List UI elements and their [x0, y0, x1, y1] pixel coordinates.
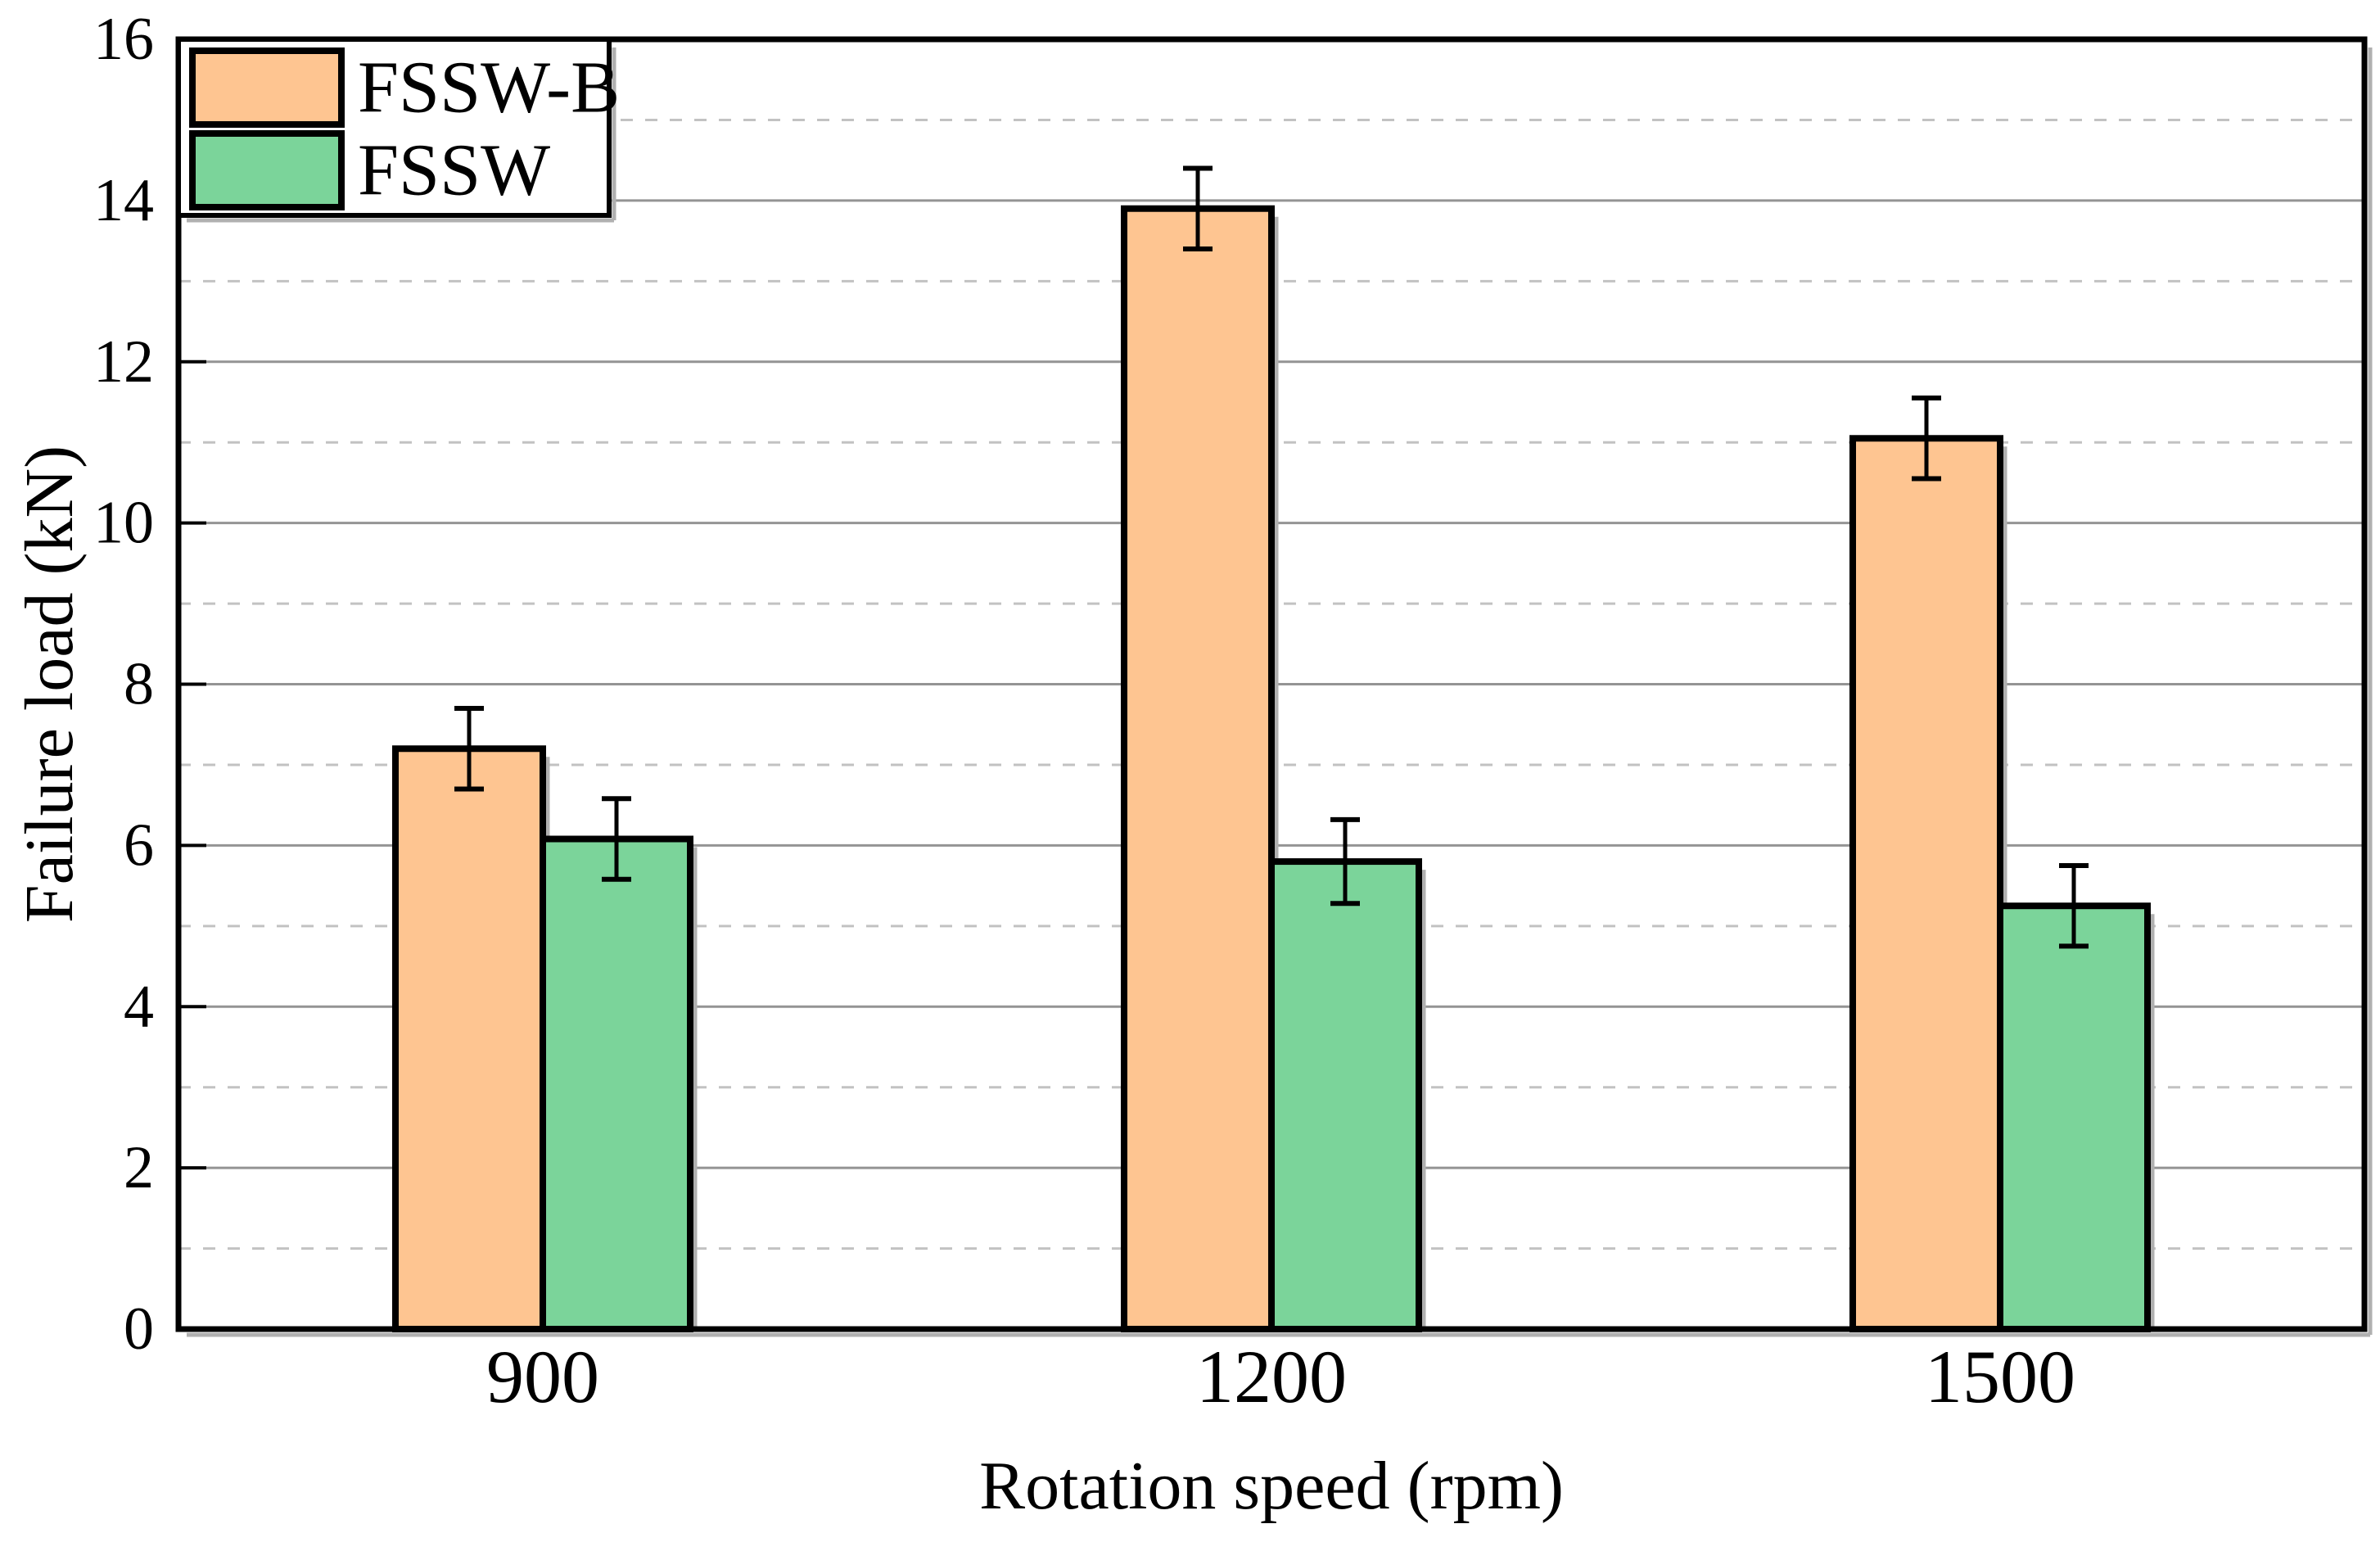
bar-fssw-900 [540, 835, 693, 1332]
y-tick-label: 8 [124, 651, 154, 718]
y-tick-label: 2 [124, 1134, 154, 1201]
x-axis-title: Rotation speed (rpm) [979, 1448, 1564, 1524]
y-axis-title: Failure load (kN) [11, 445, 88, 923]
y-tick-label: 0 [124, 1296, 154, 1363]
legend-label: FSSW [358, 130, 550, 211]
bar-fssw-b-1500 [1849, 435, 2003, 1332]
legend-label: FSSW-B [358, 47, 620, 129]
bar-fssw-1500 [1997, 902, 2151, 1332]
plot-frame [175, 36, 2368, 1332]
y-tick-label: 10 [93, 490, 154, 557]
bar-fssw-b-900 [392, 745, 546, 1332]
legend-swatch-fssw-b [189, 47, 345, 128]
bar-fssw-1200 [1268, 858, 1422, 1332]
y-tick-label: 16 [93, 6, 154, 73]
y-tick-label: 6 [124, 812, 154, 879]
y-tick-label: 4 [124, 973, 154, 1040]
x-tick-label: 1200 [1196, 1335, 1347, 1418]
bar-fssw-b-1200 [1121, 205, 1275, 1332]
y-tick-label: 12 [93, 328, 154, 396]
legend-swatch-fssw [189, 130, 345, 210]
x-tick-label: 900 [486, 1335, 599, 1418]
x-tick-label: 1500 [1925, 1335, 2075, 1418]
y-tick-label: 14 [93, 167, 154, 234]
